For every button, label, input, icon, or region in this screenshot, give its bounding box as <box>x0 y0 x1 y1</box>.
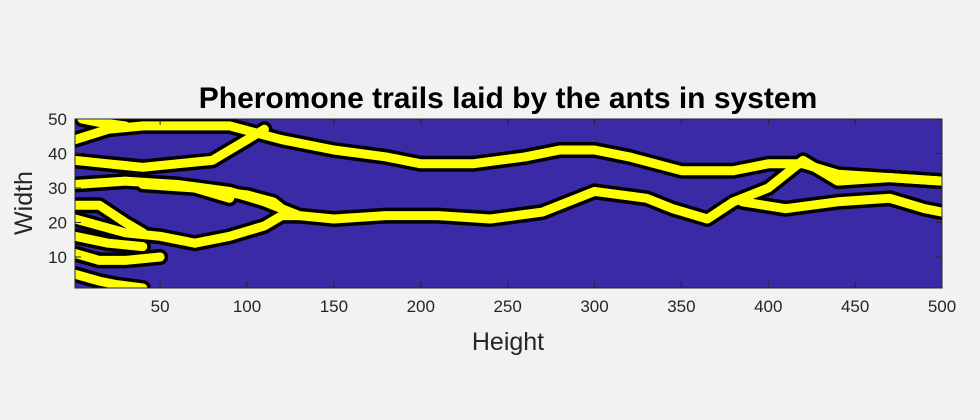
x-tick-label: 450 <box>841 297 869 316</box>
trail-9 <box>138 180 235 203</box>
trail-6 <box>75 124 269 172</box>
trail-4 <box>75 200 148 238</box>
plot-frame <box>74 118 943 289</box>
trail-3 <box>75 211 304 248</box>
trail-5 <box>75 231 148 252</box>
x-tick-label: 400 <box>754 297 782 316</box>
x-tick-label: 200 <box>407 297 435 316</box>
y-tick-label: 20 <box>48 213 67 232</box>
trail-11 <box>75 249 165 265</box>
x-tick-label: 150 <box>320 297 348 316</box>
trail-10 <box>75 269 148 288</box>
x-axis-ticks: 50 100 150 200 250 300 350 400 450 500 <box>151 119 956 316</box>
chart-title: Pheromone trails laid by the ants in sys… <box>199 82 818 115</box>
x-tick-label: 50 <box>151 297 170 316</box>
y-tick-label: 40 <box>48 144 67 163</box>
y-axis-ticks: 10 20 30 40 50 <box>48 110 942 267</box>
trail-12 <box>77 119 130 131</box>
y-tick-label: 30 <box>48 179 67 198</box>
x-axis-label: Height <box>472 328 544 356</box>
y-tick-label: 10 <box>48 248 67 267</box>
y-axis-label: Width <box>10 171 38 235</box>
x-tick-label: 350 <box>667 297 695 316</box>
x-tick-label: 250 <box>493 297 521 316</box>
trails-layer <box>75 119 942 288</box>
trail-1 <box>75 121 942 186</box>
trail-8 <box>737 193 942 217</box>
x-tick-label: 300 <box>580 297 608 316</box>
y-tick-label: 50 <box>48 110 67 129</box>
x-tick-label: 100 <box>233 297 261 316</box>
x-tick-label: 500 <box>928 297 956 316</box>
